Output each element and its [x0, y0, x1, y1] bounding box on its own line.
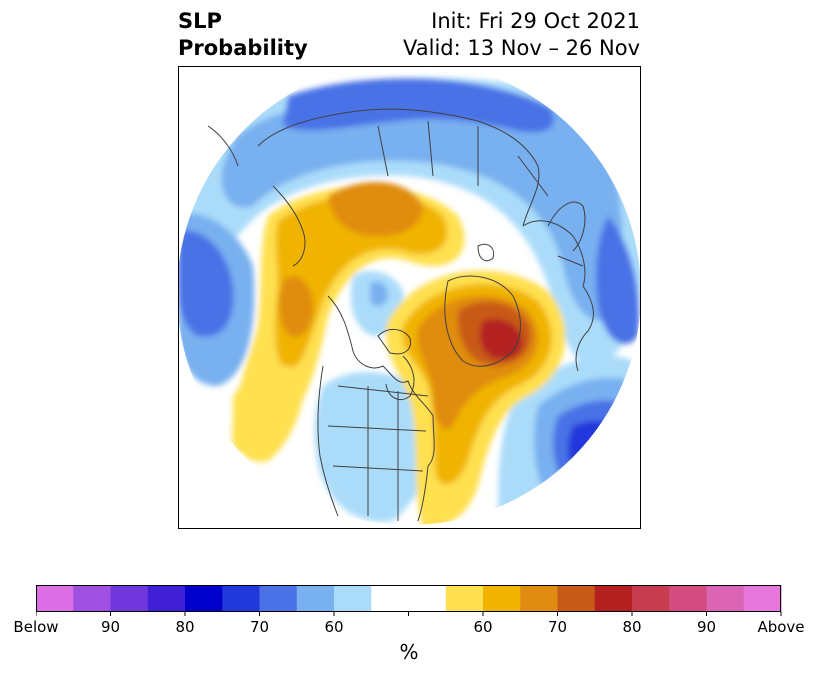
colorbar-tick-label: 90 [100, 618, 121, 636]
anomaly-yellow-central-pacific [233, 365, 304, 462]
valid-range: Valid: 13 Nov – 26 Nov [403, 36, 640, 60]
anomaly-blue-north-3 [283, 78, 554, 133]
colorbar-box [185, 585, 223, 612]
colorbar-box [147, 585, 186, 612]
colorbar-tick-label: Above [757, 618, 805, 636]
colorbar-box [520, 585, 559, 612]
date-info: Init: Fri 29 Oct 2021 Valid: 13 Nov – 26… [403, 8, 640, 62]
colorbar-tick-label: 90 [696, 618, 717, 636]
colorbar-tick-label: Below [13, 618, 59, 636]
eurasia-borders [377, 120, 584, 267]
us-borders [327, 385, 429, 521]
europe-coast [522, 220, 594, 372]
arctic-islands [377, 329, 412, 355]
anomaly-blue-west-2 [178, 230, 234, 337]
colorbar-boxes [36, 585, 782, 612]
kamchatka-coast [272, 185, 306, 267]
colorbar-box [296, 585, 335, 612]
colorbar-box [222, 585, 261, 612]
anomaly-blue-arctic-2 [370, 281, 388, 307]
anomaly-orange-alaska [278, 276, 314, 337]
colorbar-box [632, 585, 670, 612]
anomaly-blue-us [314, 372, 435, 522]
colorbar-box [706, 585, 745, 612]
variable-label: SLP [178, 9, 222, 33]
colorbar-ticks [36, 612, 782, 616]
colorbar-box [669, 585, 708, 612]
colorbar-frame [36, 585, 781, 612]
colorbar-box [36, 585, 74, 612]
colorbar-box [408, 585, 447, 612]
colorbar-tick-label: 70 [547, 618, 568, 636]
colorbar-box [743, 585, 782, 612]
svalbard-coast [477, 243, 495, 262]
map-title: SLP Probability [178, 8, 308, 62]
probability-map [178, 66, 641, 529]
init-date: Init: Fri 29 Oct 2021 [431, 9, 640, 33]
colorbar-tick-label: 60 [473, 618, 493, 636]
hudson-bay [385, 355, 415, 400]
us-west-coast [317, 365, 339, 517]
colorbar-tick-label: 60 [324, 618, 344, 636]
colorbar-tick-label: 80 [622, 618, 642, 636]
colorbar-box [594, 585, 633, 612]
colorbar-box [259, 585, 298, 612]
colorbar-box [73, 585, 112, 612]
colorbar-box [110, 585, 149, 612]
colorbar-box [557, 585, 596, 612]
colorbar-box [371, 585, 410, 612]
scandinavia-coast [547, 201, 586, 252]
map-frame [178, 66, 641, 529]
greenland-coast [444, 275, 521, 367]
anomaly-blue-east [596, 216, 640, 345]
anomaly-orange-siberia [328, 182, 423, 236]
anomaly-yellow-pacific-2 [275, 193, 448, 371]
asia-coast [257, 108, 540, 227]
north-america-coast [327, 295, 435, 522]
colorbar-tick-label: 70 [249, 618, 270, 636]
colorbar-box [334, 585, 372, 612]
anomaly-blue-north-2 [221, 93, 623, 321]
japan-coast [207, 125, 239, 167]
colorbar-box [445, 585, 484, 612]
colorbar-box [483, 585, 521, 612]
product-label: Probability [178, 36, 308, 60]
colorbar-tick-label: 80 [175, 618, 195, 636]
anomaly-red-greenland [479, 318, 523, 360]
coastlines [207, 108, 594, 522]
colorbar [36, 585, 782, 616]
colorbar-unit: % [399, 640, 419, 664]
